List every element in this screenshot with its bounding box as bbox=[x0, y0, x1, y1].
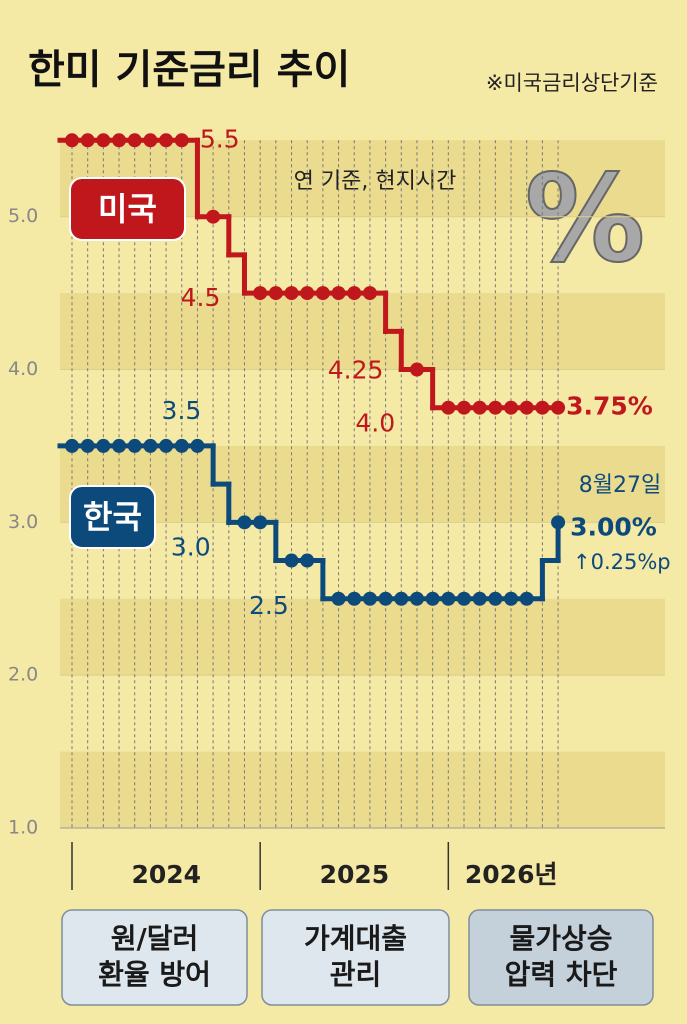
point bbox=[362, 286, 377, 301]
point bbox=[472, 591, 487, 606]
band bbox=[60, 293, 665, 370]
point bbox=[409, 591, 424, 606]
point bbox=[504, 400, 519, 415]
point bbox=[300, 286, 315, 301]
point bbox=[488, 591, 503, 606]
policy-box bbox=[61, 909, 248, 1006]
band bbox=[60, 598, 665, 676]
point bbox=[174, 438, 189, 453]
point bbox=[315, 286, 330, 301]
point bbox=[127, 438, 142, 453]
y-tick-label: 2.0 bbox=[8, 664, 38, 686]
point bbox=[441, 400, 456, 415]
policy-text: 환율 방어 bbox=[98, 958, 211, 991]
point bbox=[112, 438, 127, 453]
value-label: 3.75% bbox=[566, 392, 653, 421]
point bbox=[284, 286, 299, 301]
legend-badge bbox=[69, 177, 186, 241]
point bbox=[378, 591, 393, 606]
band bbox=[60, 445, 665, 523]
policy-text: 가계대출 bbox=[304, 922, 407, 955]
point bbox=[472, 400, 487, 415]
value-label: 4.0 bbox=[355, 409, 395, 438]
point bbox=[457, 591, 471, 606]
point bbox=[190, 438, 205, 453]
band bbox=[60, 751, 665, 828]
point bbox=[127, 133, 142, 148]
point bbox=[519, 400, 534, 415]
point bbox=[425, 591, 440, 606]
value-label: 4.5 bbox=[181, 283, 221, 312]
point bbox=[457, 400, 471, 415]
point bbox=[362, 591, 377, 606]
legend-label: 한국 bbox=[83, 498, 142, 536]
point bbox=[504, 591, 519, 606]
percent-symbol: % bbox=[525, 151, 645, 290]
year-label: 2025 bbox=[320, 860, 390, 889]
point bbox=[268, 286, 283, 301]
legend-badge bbox=[69, 485, 156, 549]
point bbox=[253, 515, 268, 530]
point bbox=[65, 438, 79, 453]
point bbox=[96, 133, 111, 148]
point bbox=[409, 362, 424, 377]
point bbox=[237, 515, 252, 530]
point bbox=[143, 133, 158, 148]
point bbox=[206, 209, 221, 224]
point bbox=[551, 515, 566, 530]
chart-title: 한미 기준금리 추이 bbox=[28, 47, 350, 93]
point bbox=[535, 400, 550, 415]
point bbox=[96, 438, 111, 453]
note: ※미국금리상단기준 bbox=[486, 71, 658, 95]
year-label: 2024 bbox=[131, 860, 201, 889]
point bbox=[143, 438, 158, 453]
point bbox=[519, 591, 534, 606]
point bbox=[284, 553, 299, 568]
policy-text: 원/달러 bbox=[111, 922, 199, 955]
policy-box bbox=[468, 909, 654, 1006]
value-label: 3.00% bbox=[570, 512, 657, 541]
value-label: 5.5 bbox=[200, 124, 240, 153]
value-label: 3.0 bbox=[171, 532, 211, 561]
y-tick-label: 1.0 bbox=[8, 817, 38, 839]
policy-text: 압력 차단 bbox=[505, 958, 618, 991]
annotation: 8월27일 bbox=[579, 473, 661, 498]
point bbox=[394, 591, 409, 606]
point bbox=[80, 438, 95, 453]
policy-text: 관리 bbox=[330, 958, 382, 991]
point bbox=[159, 438, 174, 453]
point bbox=[551, 400, 566, 415]
y-tick-label: 5.0 bbox=[8, 205, 38, 227]
annotation: ↑0.25%p bbox=[573, 550, 671, 574]
policy-box bbox=[261, 909, 450, 1006]
point bbox=[331, 591, 346, 606]
point bbox=[174, 133, 189, 148]
point bbox=[347, 591, 362, 606]
point bbox=[300, 553, 315, 568]
point bbox=[80, 133, 95, 148]
value-label: 3.5 bbox=[162, 396, 202, 425]
point bbox=[331, 286, 346, 301]
point bbox=[488, 400, 503, 415]
legend-label: 미국 bbox=[98, 190, 157, 228]
policy-text: 물가상승 bbox=[509, 922, 612, 955]
y-tick-label: 4.0 bbox=[8, 358, 38, 380]
subtitle: 연 기준, 현지시간 bbox=[294, 169, 457, 194]
y-tick-label: 3.0 bbox=[8, 511, 38, 533]
point bbox=[112, 133, 127, 148]
point bbox=[441, 591, 456, 606]
year-label: 2026년 bbox=[465, 860, 558, 889]
point bbox=[159, 133, 174, 148]
point bbox=[65, 133, 79, 148]
point bbox=[347, 286, 362, 301]
value-label: 2.5 bbox=[249, 591, 289, 620]
value-label: 4.25 bbox=[328, 355, 384, 384]
point bbox=[253, 286, 268, 301]
